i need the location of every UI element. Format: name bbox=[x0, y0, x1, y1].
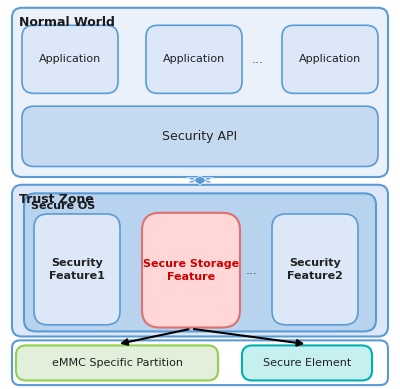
Text: ...: ... bbox=[252, 53, 264, 66]
Text: Secure Element: Secure Element bbox=[263, 358, 351, 368]
FancyBboxPatch shape bbox=[12, 185, 388, 336]
FancyBboxPatch shape bbox=[24, 193, 376, 331]
Text: Application: Application bbox=[39, 54, 101, 64]
Text: Secure OS: Secure OS bbox=[31, 201, 96, 211]
Text: Security
Feature1: Security Feature1 bbox=[49, 258, 105, 281]
Text: Security API: Security API bbox=[162, 130, 238, 143]
FancyBboxPatch shape bbox=[22, 106, 378, 166]
Text: Application: Application bbox=[299, 54, 361, 64]
FancyBboxPatch shape bbox=[146, 25, 242, 93]
FancyBboxPatch shape bbox=[12, 8, 388, 177]
Text: Security
Feature2: Security Feature2 bbox=[287, 258, 343, 281]
FancyBboxPatch shape bbox=[12, 340, 388, 385]
Polygon shape bbox=[187, 176, 213, 185]
Text: eMMC Specific Partition: eMMC Specific Partition bbox=[52, 358, 182, 368]
FancyBboxPatch shape bbox=[282, 25, 378, 93]
FancyBboxPatch shape bbox=[272, 214, 358, 325]
Text: ...: ... bbox=[245, 264, 257, 277]
FancyBboxPatch shape bbox=[22, 25, 118, 93]
FancyBboxPatch shape bbox=[16, 345, 218, 380]
FancyBboxPatch shape bbox=[34, 214, 120, 325]
Text: Normal World: Normal World bbox=[19, 16, 115, 28]
Text: Trust Zone: Trust Zone bbox=[19, 193, 94, 205]
Text: Secure Storage
Feature: Secure Storage Feature bbox=[143, 259, 239, 282]
FancyBboxPatch shape bbox=[242, 345, 372, 380]
Text: Application: Application bbox=[163, 54, 225, 64]
FancyBboxPatch shape bbox=[142, 213, 240, 328]
